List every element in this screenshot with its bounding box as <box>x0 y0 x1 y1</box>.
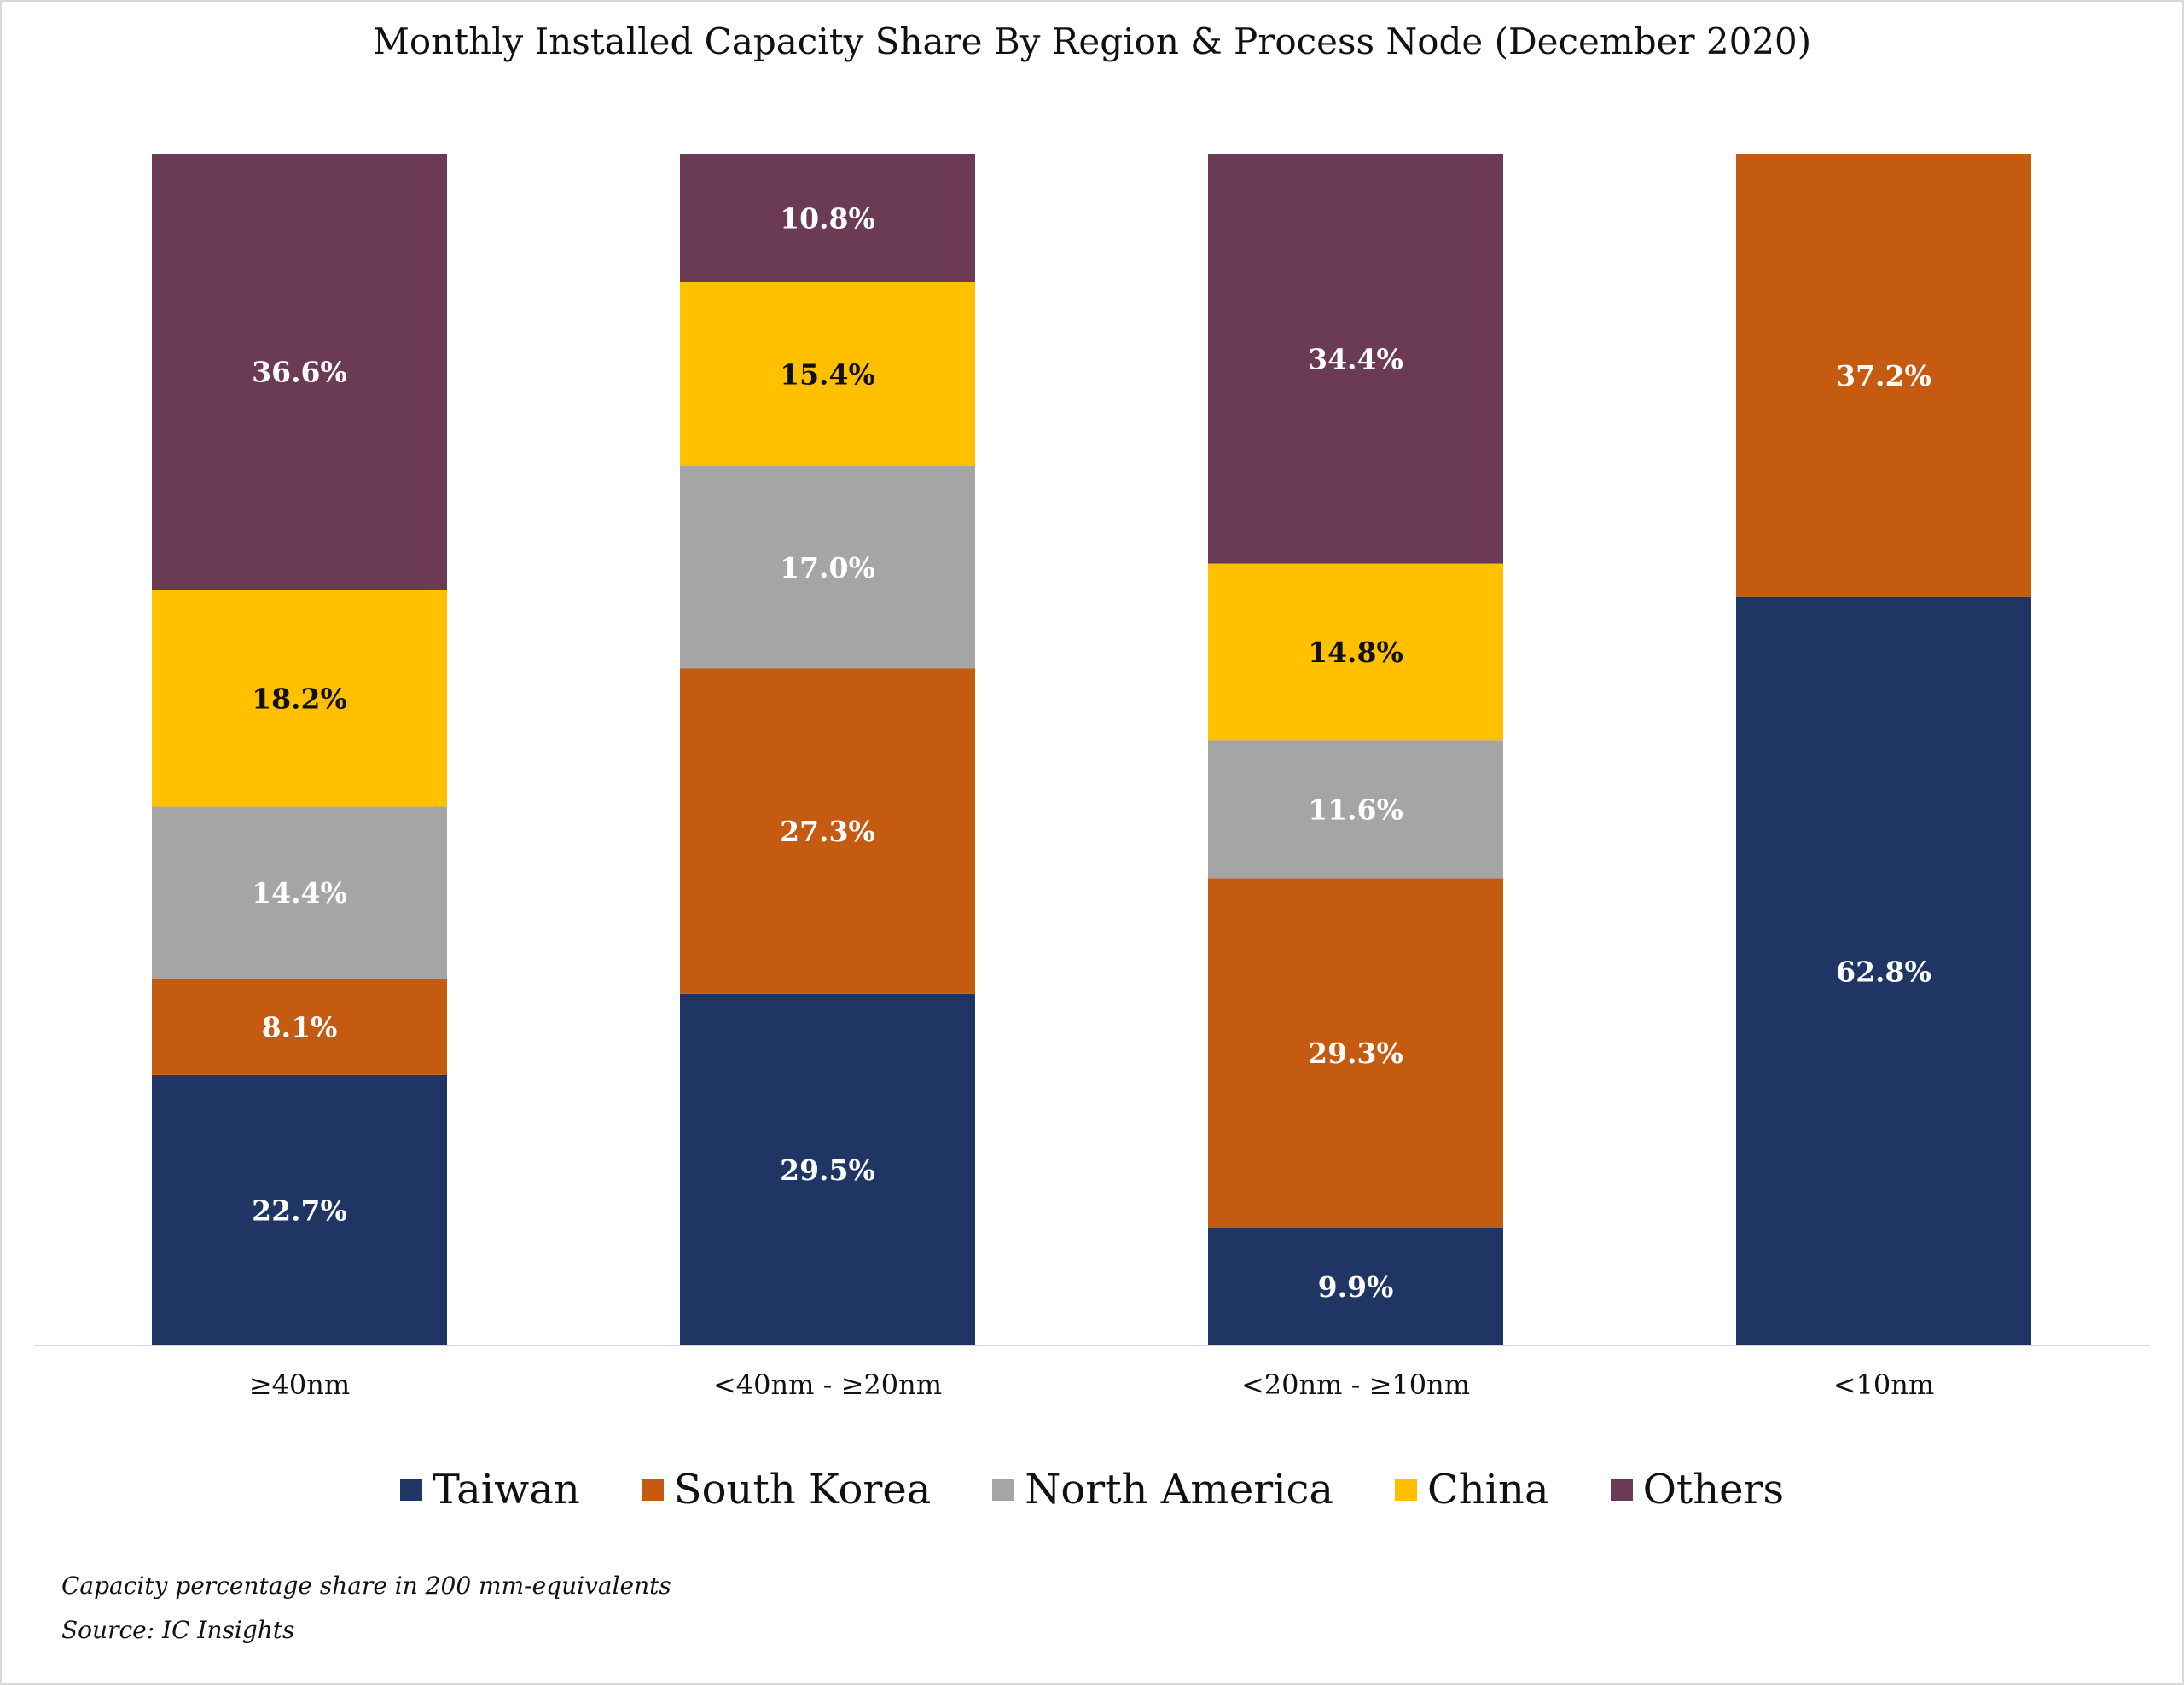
data-label-others-2: 34.4% <box>1308 342 1403 375</box>
data-label-north-america-2: 11.6% <box>1308 793 1403 826</box>
bar-segment-taiwan-2 <box>1208 1227 1503 1345</box>
bar-segment-north-america-2 <box>1208 740 1503 879</box>
bar-segment-taiwan-1 <box>680 993 975 1345</box>
chart-plot-area: 22.7% 8.1% 14.4% 18.2% 36.6% 29.5% 27.3% 17.0% 1… <box>34 154 2150 1401</box>
bar-segment-taiwan-3 <box>1736 596 2031 1345</box>
legend-item-others: Others <box>1610 1466 1785 1514</box>
bar-segment-south-korea-1 <box>680 668 975 994</box>
legend-swatch-china <box>1395 1479 1418 1501</box>
legend-item-taiwan: Taiwan <box>399 1466 580 1514</box>
data-label-taiwan-2: 9.9% <box>1318 1270 1394 1304</box>
data-label-taiwan-0: 22.7% <box>252 1194 347 1227</box>
data-label-south-korea-3: 37.2% <box>1836 359 1931 392</box>
legend-item-north-america: North America <box>992 1466 1333 1514</box>
bar-segment-china-0 <box>152 590 447 807</box>
legend-item-south-korea: South Korea <box>641 1466 932 1514</box>
x-tick-label-0: ≥40nm <box>249 1368 350 1401</box>
data-label-north-america-1: 17.0% <box>780 551 875 584</box>
bar-segment-china-2 <box>1208 563 1503 741</box>
legend-label-others: Others <box>1642 1466 1785 1514</box>
footnote-source: Source: IC Insights <box>61 1616 295 1644</box>
x-tick-label-2: <20nm - ≥10nm <box>1241 1368 1470 1401</box>
legend-label-north-america: North America <box>1025 1466 1334 1514</box>
data-label-china-1: 15.4% <box>780 357 875 391</box>
bar-segment-taiwan-0 <box>152 1074 447 1345</box>
data-label-south-korea-0: 8.1% <box>262 1010 338 1043</box>
data-label-others-0: 36.6% <box>252 356 347 389</box>
legend-swatch-taiwan <box>399 1479 422 1501</box>
legend-item-china: China <box>1395 1466 1549 1514</box>
data-label-taiwan-3: 62.8% <box>1836 955 1931 988</box>
data-label-china-2: 14.8% <box>1308 636 1403 669</box>
bar-segment-south-korea-2 <box>1208 878 1503 1228</box>
bar-segment-others-1 <box>680 154 975 282</box>
legend-label-taiwan: Taiwan <box>432 1466 580 1514</box>
data-label-south-korea-1: 27.3% <box>780 815 875 848</box>
legend-swatch-north-america <box>992 1479 1015 1501</box>
bar-segment-others-0 <box>152 154 447 590</box>
x-tick-label-1: <40nm - ≥20nm <box>713 1368 942 1401</box>
bar-segment-others-2 <box>1208 154 1503 564</box>
legend-label-south-korea: South Korea <box>673 1466 932 1514</box>
bar-segment-north-america-1 <box>680 466 975 669</box>
footnote-capacity-note: Capacity percentage share in 200 mm-equi… <box>61 1572 671 1600</box>
data-label-south-korea-2: 29.3% <box>1308 1037 1403 1070</box>
data-label-taiwan-1: 29.5% <box>780 1153 875 1187</box>
data-label-china-0: 18.2% <box>252 682 347 715</box>
bar-segment-south-korea-0 <box>152 978 447 1075</box>
legend-swatch-others <box>1610 1479 1633 1501</box>
bar-segment-north-america-0 <box>152 806 447 979</box>
chart-title: Monthly Installed Capacity Share By Regi… <box>372 20 1812 62</box>
data-label-others-1: 10.8% <box>780 201 875 235</box>
bar-segment-china-1 <box>680 282 975 467</box>
x-tick-label-3: <10nm <box>1833 1368 1934 1401</box>
data-label-north-america-0: 14.4% <box>252 876 347 909</box>
legend: Taiwan South Korea North America China Other… <box>0 1466 2184 1514</box>
bar-segment-south-korea-3 <box>1736 154 2031 597</box>
legend-label-china: China <box>1427 1466 1549 1514</box>
legend-swatch-south-korea <box>641 1479 664 1501</box>
